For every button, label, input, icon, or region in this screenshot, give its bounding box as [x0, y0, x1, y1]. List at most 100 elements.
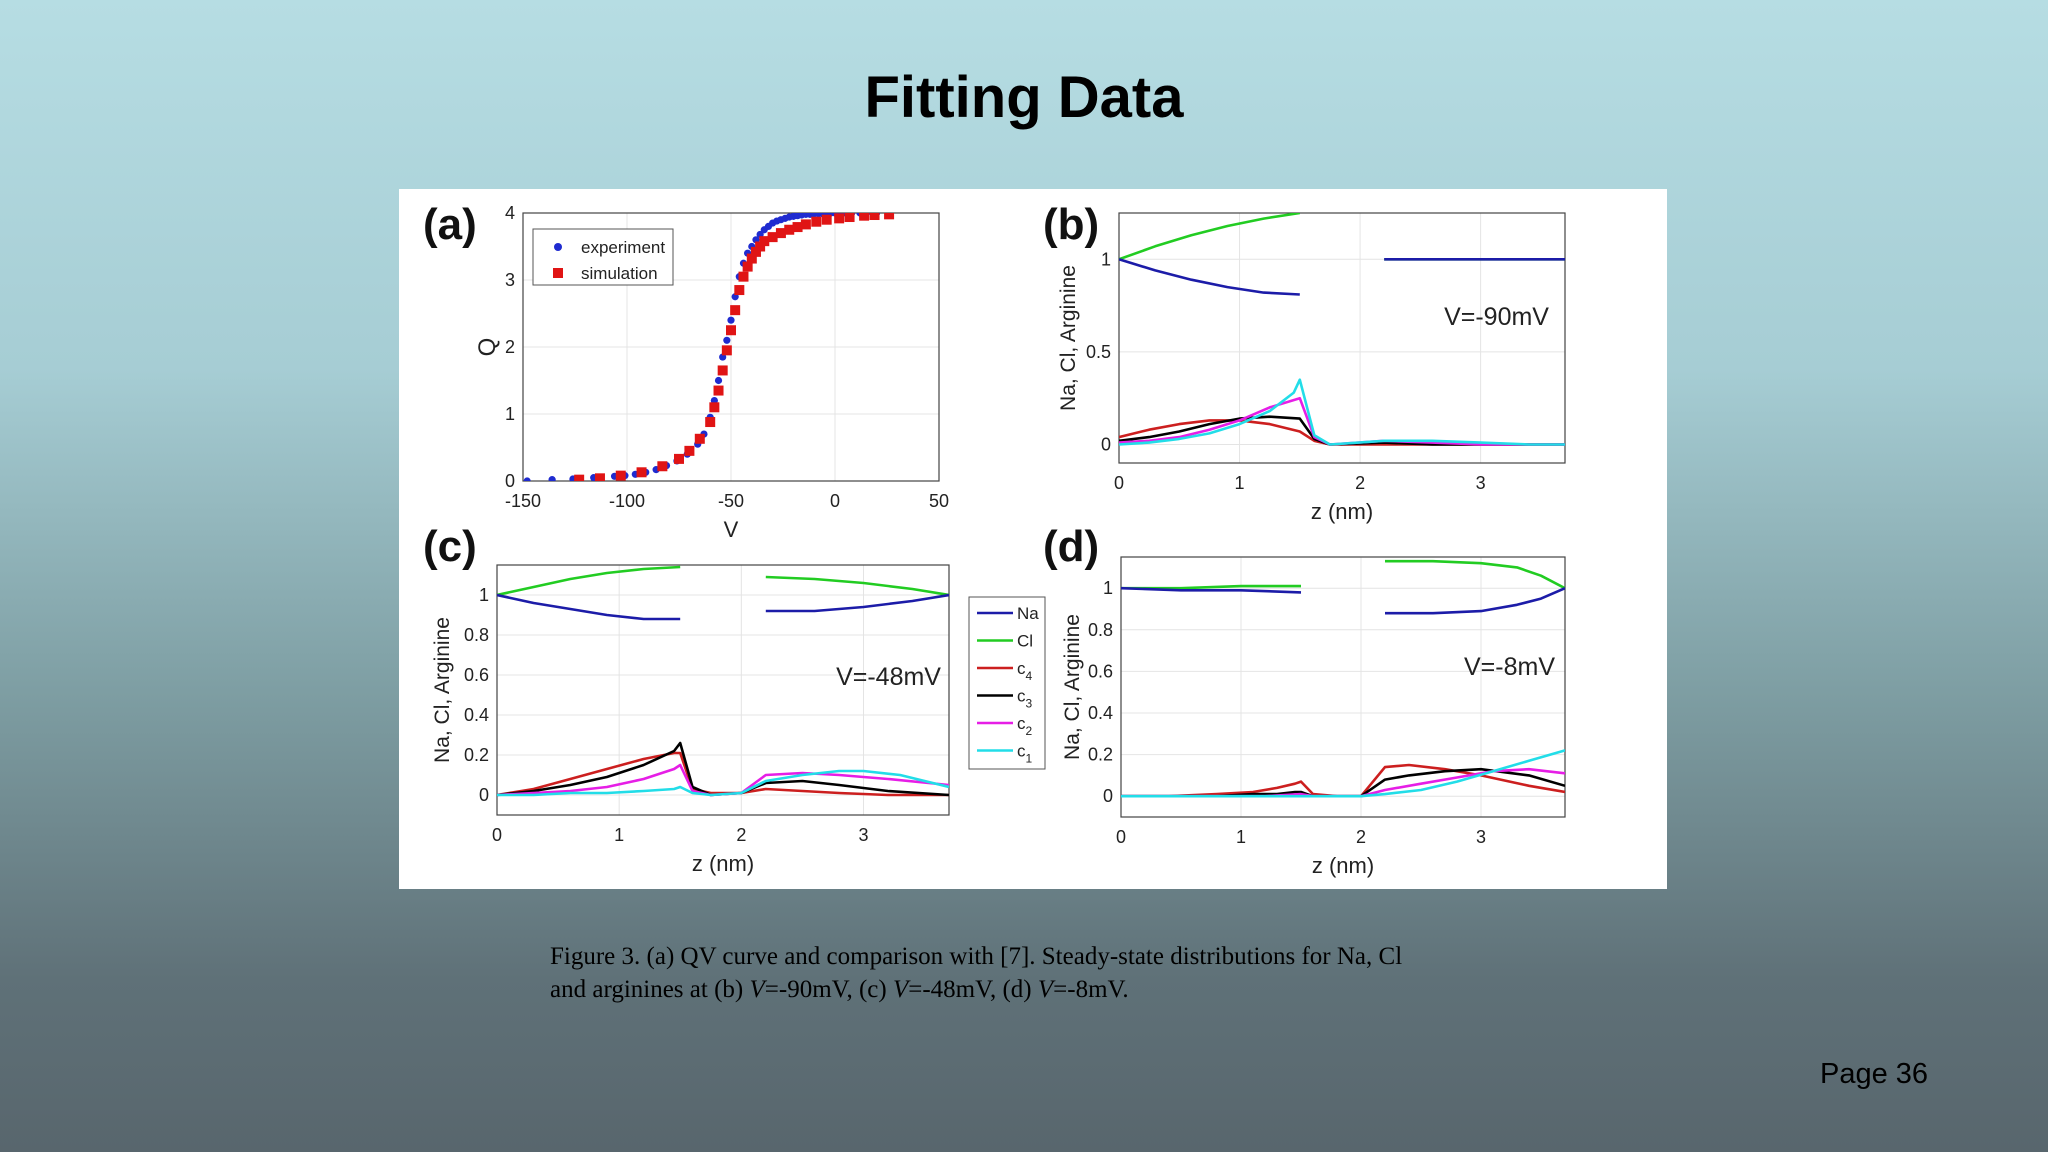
caption-value-c: =-48mV, (d): [908, 976, 1038, 1003]
data-point-simulation: [869, 213, 880, 221]
series-line-Cl: [1385, 559, 1565, 590]
plot-frame: [1118, 212, 1566, 464]
series-line-c3: [1121, 767, 1565, 798]
data-point-simulation: [792, 222, 803, 233]
data-point-experiment: [723, 336, 731, 344]
data-point-simulation: [734, 285, 745, 296]
y-tick-label: 1: [1103, 578, 1113, 598]
panel-label: (b): [1043, 200, 1099, 249]
legend-label: Cl: [1017, 632, 1033, 651]
caption-v-symbol: V: [892, 976, 909, 1003]
y-tick-label: 0.4: [464, 705, 489, 725]
data-point-simulation: [742, 261, 753, 272]
y-tick-label: 0.2: [1088, 745, 1113, 765]
series-line-Na: [765, 593, 949, 613]
legend-subscript: 1: [1026, 752, 1033, 766]
data-point-simulation: [721, 345, 732, 356]
data-point-simulation: [684, 445, 695, 456]
data-point-simulation: [800, 219, 811, 230]
x-axis-label: z (nm): [1311, 499, 1373, 524]
x-axis-label: V: [724, 517, 739, 542]
y-tick-label: 1: [505, 404, 515, 424]
data-point-simulation: [759, 236, 770, 247]
x-tick-label: 0: [830, 491, 840, 511]
series-line-Na: [1385, 587, 1565, 615]
data-point-experiment: [523, 477, 531, 481]
panel-label: (d): [1043, 522, 1099, 571]
y-tick-label: 0: [1103, 786, 1113, 806]
series-line-c2: [1121, 767, 1565, 798]
plot-area: [1121, 559, 1565, 798]
series-line-Cl: [497, 565, 681, 597]
y-axis-label: Na, Cl, Arginine: [1061, 614, 1084, 760]
caption-v-symbol: V: [1037, 976, 1054, 1003]
data-point-simulation: [755, 241, 766, 252]
x-tick-label: 0: [1116, 827, 1126, 847]
x-tick-label: 50: [929, 491, 949, 511]
data-point-simulation: [574, 474, 585, 481]
data-point-simulation: [726, 325, 736, 336]
x-tick-label: -50: [718, 491, 744, 511]
caption-line-2: and arginines at (b) V=-90mV, (c) V=-48m…: [550, 973, 1650, 1006]
data-point-simulation: [709, 402, 720, 413]
data-point-simulation: [674, 453, 684, 464]
data-point-simulation: [657, 461, 668, 472]
y-tick-label: 0.6: [1088, 661, 1113, 681]
y-axis-label: Na, Cl, Arginine: [431, 617, 454, 763]
x-tick-label: 1: [614, 825, 624, 845]
series-line-c3: [497, 741, 949, 797]
y-tick-label: 0.4: [1088, 703, 1113, 723]
y-axis-label: Na, Cl, Arginine: [1057, 265, 1080, 411]
voltage-annotation: V=-48mV: [836, 663, 941, 691]
data-point-simulation: [884, 213, 895, 220]
y-tick-label: 0.8: [1088, 620, 1113, 640]
legend-subscript: 2: [1026, 724, 1033, 738]
caption-value-d: =-8mV.: [1053, 976, 1129, 1003]
data-point-simulation: [859, 213, 870, 221]
data-point-experiment: [548, 476, 556, 481]
plot-frame: [496, 564, 950, 816]
figure-caption: Figure 3. (a) QV curve and comparison wi…: [550, 940, 1650, 1006]
data-point-simulation: [730, 305, 741, 316]
series-line-Na: [1119, 258, 1300, 296]
caption-v-symbol: V: [749, 976, 765, 1003]
data-point-simulation: [746, 253, 757, 264]
figure-svg: -150 -100 -50 0 50 0 1 2 3 4 V Q (a) experiment simula…: [423, 200, 1566, 878]
x-tick-label: 3: [1476, 473, 1486, 493]
y-tick-label: 0.5: [1086, 342, 1111, 362]
data-point-simulation: [834, 213, 845, 224]
data-point-simulation: [636, 467, 647, 478]
legend-subscript: 4: [1026, 669, 1033, 683]
data-point-simulation: [615, 470, 626, 481]
data-point-simulation: [717, 365, 728, 376]
x-tick-label: 2: [736, 825, 746, 845]
series-line-c2: [497, 763, 949, 797]
data-point-simulation: [767, 232, 778, 243]
legend-marker-experiment: [554, 243, 562, 251]
series-line-Cl: [1119, 213, 1300, 261]
x-tick-label: -150: [505, 491, 541, 511]
data-point-simulation: [784, 224, 795, 235]
y-axis-label: Q: [474, 338, 501, 357]
data-point-simulation: [811, 216, 822, 227]
x-tick-label: 0: [1114, 473, 1124, 493]
series-line-Na: [497, 593, 681, 621]
y-tick-label: 3: [505, 270, 515, 290]
x-axis-label: z (nm): [1312, 853, 1374, 878]
legend-subscript: 3: [1026, 697, 1033, 711]
y-tick-label: 0: [479, 785, 489, 805]
legend-label: experiment: [581, 238, 665, 257]
y-tick-label: 0: [505, 471, 515, 491]
y-tick-label: 0.8: [464, 625, 489, 645]
series-line-c3: [1119, 415, 1565, 446]
series-line-c1: [497, 769, 949, 797]
series-line-c2: [1119, 396, 1565, 446]
data-point-simulation: [694, 433, 705, 444]
page-number: Page 36: [1820, 1058, 1929, 1090]
slide-title: Fitting Data: [864, 65, 1184, 130]
x-tick-label: 3: [1476, 827, 1486, 847]
x-tick-label: 1: [1235, 473, 1245, 493]
caption-line-1: Figure 3. (a) QV curve and comparison wi…: [550, 943, 1403, 970]
x-tick-label: 2: [1356, 827, 1366, 847]
